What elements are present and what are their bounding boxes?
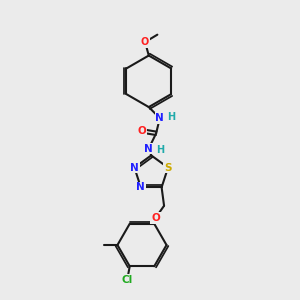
Text: N: N <box>136 182 145 192</box>
Text: N: N <box>144 143 153 154</box>
Text: H: H <box>156 145 164 155</box>
Text: Cl: Cl <box>122 275 133 285</box>
Text: H: H <box>167 112 175 122</box>
Text: N: N <box>155 113 164 123</box>
Text: O: O <box>141 37 149 47</box>
Text: S: S <box>164 163 172 172</box>
Text: O: O <box>151 213 160 223</box>
Text: O: O <box>137 126 146 136</box>
Text: N: N <box>130 163 139 172</box>
